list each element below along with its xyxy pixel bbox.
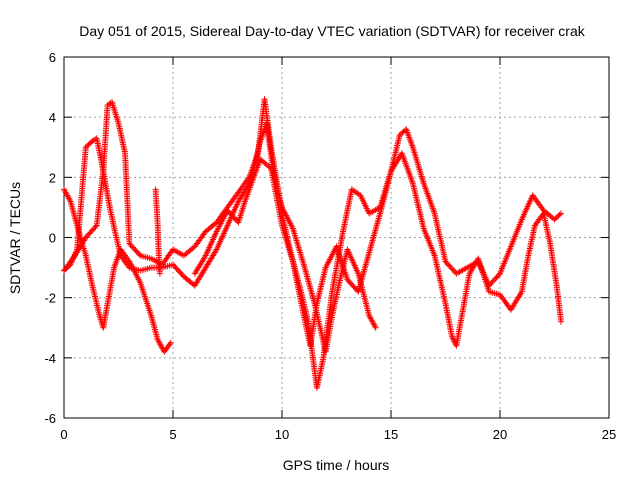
y-tick-label: -2 xyxy=(44,291,56,306)
data-point xyxy=(558,210,564,217)
x-tick-label: 15 xyxy=(384,427,398,442)
x-tick-label: 20 xyxy=(493,427,507,442)
y-tick-label: 2 xyxy=(49,170,56,185)
y-tick-labels: -6 -4 -2 0 2 4 6 xyxy=(44,50,56,426)
x-tick-label: 25 xyxy=(602,427,616,442)
y-tick-label: 0 xyxy=(49,231,56,246)
series-track-4 xyxy=(191,150,564,349)
data-point xyxy=(167,339,174,346)
series-track-1 xyxy=(61,186,174,355)
x-tick-label: 5 xyxy=(169,427,176,442)
series-track-5 xyxy=(152,186,163,277)
y-tick-label: -4 xyxy=(44,351,56,366)
series-track-3 xyxy=(61,96,564,391)
data-point xyxy=(92,223,99,230)
x-tick-labels: 0 5 10 15 20 25 xyxy=(60,427,616,442)
axis-ticks xyxy=(63,56,610,419)
y-tick-label: 4 xyxy=(49,110,56,125)
data-point xyxy=(556,211,563,218)
y-tick-label: 6 xyxy=(49,50,56,65)
x-tick-label: 10 xyxy=(275,427,289,442)
data-point xyxy=(156,270,163,277)
y-tick-label: -6 xyxy=(44,411,56,426)
chart-title: Day 051 of 2015, Sidereal Day-to-day VTE… xyxy=(79,23,585,39)
y-axis-label: SDTVAR / TECUs xyxy=(7,182,23,294)
data-points xyxy=(61,96,564,391)
data-point xyxy=(372,324,379,331)
data-point xyxy=(558,318,564,325)
grid-lines xyxy=(64,57,609,418)
x-axis-label: GPS time / hours xyxy=(283,457,390,473)
x-tick-label: 0 xyxy=(60,427,67,442)
